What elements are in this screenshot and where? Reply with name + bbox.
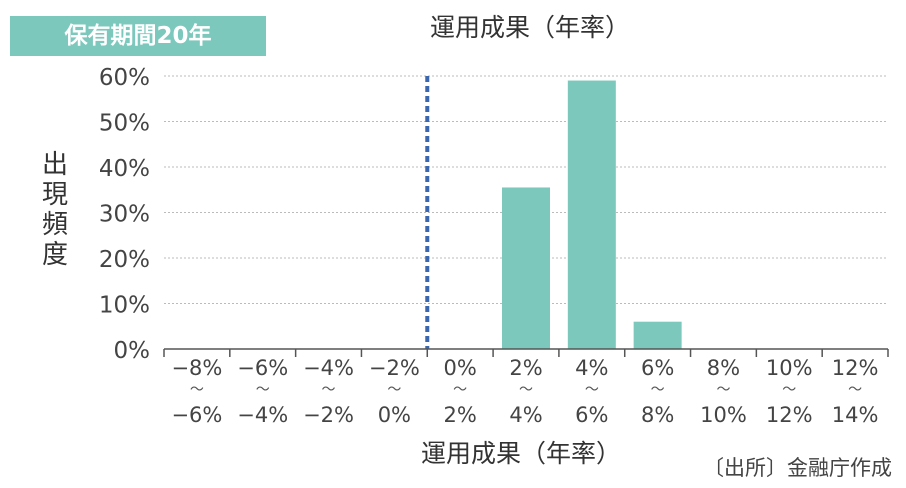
y-tick-label: 60% (99, 65, 150, 91)
x-tick-range-mark: 〜 (387, 382, 401, 398)
holding-period-badge: 保有期間20年 (10, 16, 266, 56)
x-tick-label-bottom: 14% (832, 403, 879, 427)
x-tick-range-mark: 〜 (782, 382, 796, 398)
x-tick-range-mark: 〜 (190, 382, 204, 398)
x-tick-label-top: 8% (707, 356, 740, 380)
x-tick-label-bottom: 10% (700, 403, 747, 427)
x-tick-range-mark: 〜 (848, 382, 862, 398)
x-tick-labels: −8% 〜 −6% −6% 〜 −4% −4% 〜 −2% −2% 〜 0% 0% 〜 2% 2% 〜 4% 4% 〜… (171, 356, 878, 427)
chart-title: 運用成果（年率） (429, 13, 630, 42)
y-tick-label: 40% (99, 156, 150, 182)
x-tick-label-top: −8% (171, 356, 222, 380)
source-note: 〔出所〕金融庁作成 (703, 456, 892, 480)
x-tick-label-top: −6% (237, 356, 288, 380)
y-axis-label-char: 頻 (41, 210, 68, 240)
x-tick-label-top: −4% (303, 356, 354, 380)
x-tick-label-bottom: 8% (641, 403, 674, 427)
y-axis-label-char: 出 (41, 150, 68, 180)
bar (502, 187, 550, 349)
x-tick-range-mark: 〜 (651, 382, 665, 398)
x-tick-label-top: −2% (369, 356, 420, 380)
y-tick-labels: 0% 10% 20% 30% 40% 50% 60% (99, 65, 150, 364)
x-tick-range-mark: 〜 (256, 382, 270, 398)
x-tick-range-mark: 〜 (585, 382, 599, 398)
x-axis (163, 348, 889, 357)
x-tick-label-bottom: 4% (509, 403, 542, 427)
y-tick-label: 30% (99, 202, 150, 228)
x-tick-label-bottom: 12% (766, 403, 813, 427)
y-tick-label: 50% (99, 111, 150, 137)
x-tick-label-bottom: −2% (303, 403, 354, 427)
y-axis-label-char: 現 (41, 180, 68, 210)
x-tick-label-top: 10% (766, 356, 813, 380)
bar (567, 80, 616, 350)
bars (502, 80, 682, 350)
x-tick-label-bottom: 0% (378, 403, 411, 427)
x-tick-label-bottom: 2% (444, 403, 477, 427)
x-tick-label-top: 12% (832, 356, 879, 380)
x-tick-label-top: 2% (509, 356, 542, 380)
x-tick-range-mark: 〜 (322, 382, 336, 398)
x-tick-range-mark: 〜 (453, 382, 467, 398)
y-tick-label: 0% (114, 338, 151, 364)
x-tick-label-bottom: −6% (171, 403, 222, 427)
y-axis-label-char: 度 (41, 240, 68, 270)
y-tick-label: 20% (99, 247, 150, 273)
x-tick-label-top: 4% (575, 356, 608, 380)
x-tick-label-top: 6% (641, 356, 674, 380)
x-tick-label-bottom: 6% (575, 403, 608, 427)
y-tick-label: 10% (99, 293, 150, 319)
x-axis-label: 運用成果（年率） (421, 439, 621, 468)
x-tick-label-top: 0% (444, 356, 477, 380)
x-tick-range-mark: 〜 (519, 382, 533, 398)
bar (633, 321, 682, 349)
x-tick-range-mark: 〜 (716, 382, 730, 398)
y-axis-label: 出現頻度 (36, 150, 74, 270)
x-tick-label-bottom: −4% (237, 403, 288, 427)
